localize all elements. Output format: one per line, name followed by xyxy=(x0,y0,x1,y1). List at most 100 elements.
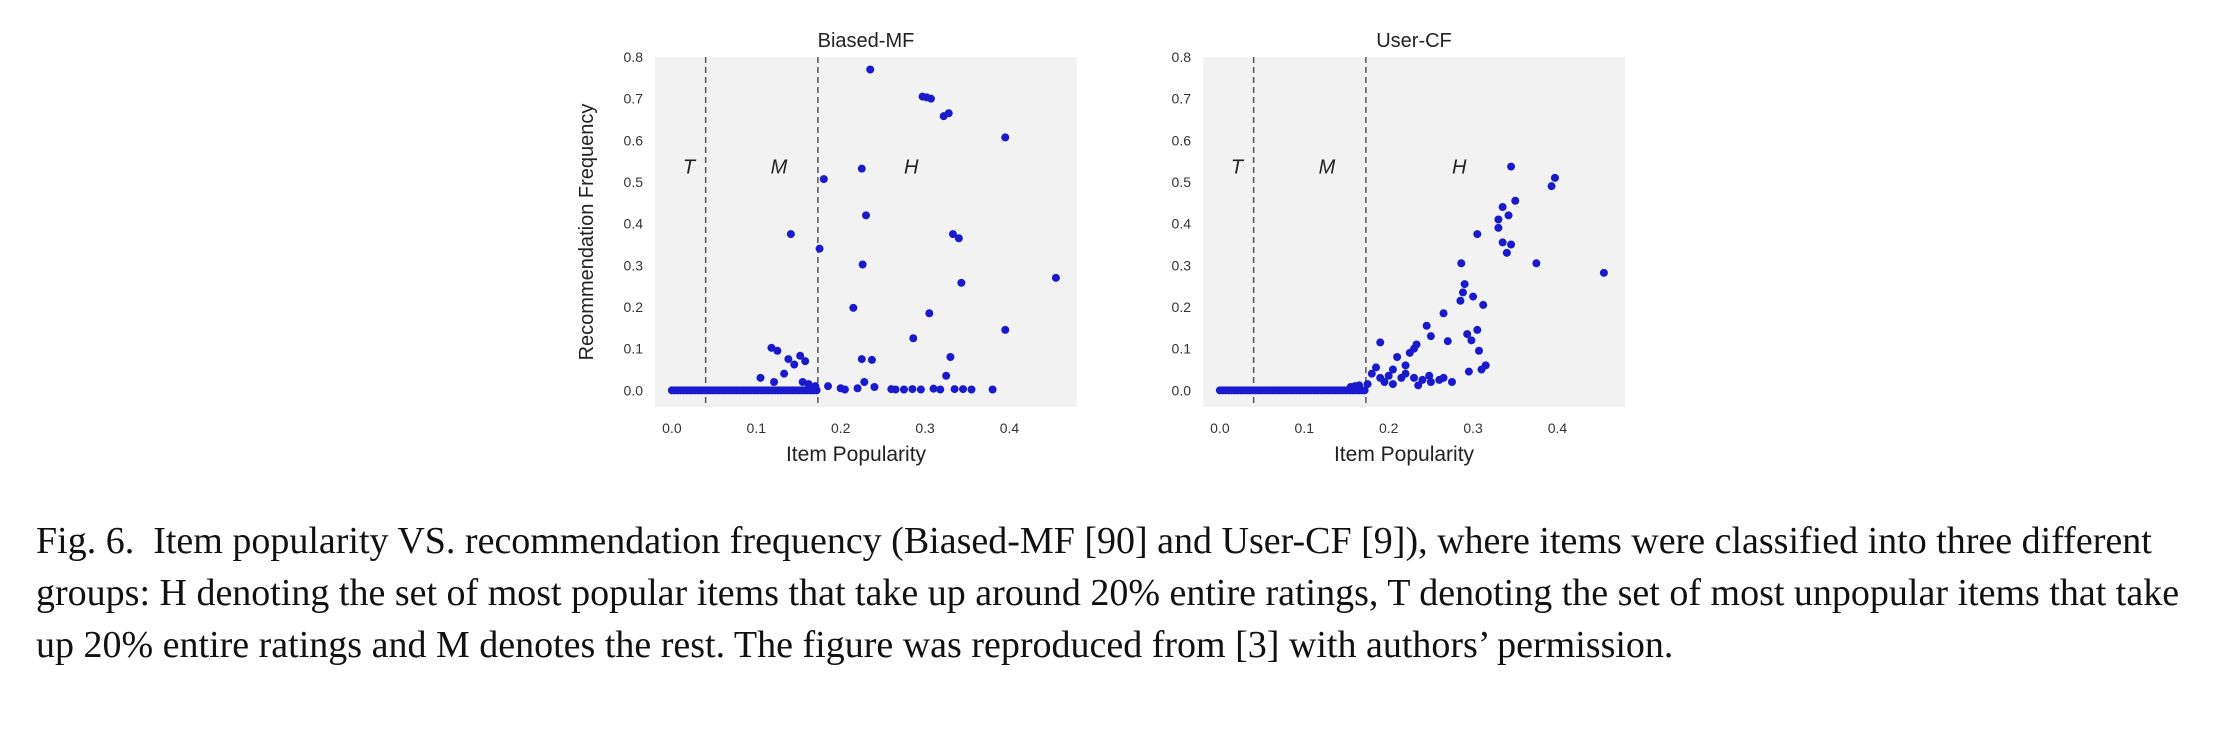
data-point xyxy=(811,382,820,391)
x-axis-label: Item Popularity xyxy=(786,443,927,466)
region-label: H xyxy=(904,157,919,179)
chart-title: User-CF xyxy=(1376,30,1452,52)
caption-text: Item popularity VS. recommendation frequ… xyxy=(36,520,2180,666)
data-point xyxy=(870,383,879,391)
data-point xyxy=(1360,386,1369,395)
data-point xyxy=(796,351,805,360)
data-point xyxy=(1502,248,1511,257)
region-label: T xyxy=(683,157,697,179)
data-point xyxy=(1393,353,1402,361)
data-point xyxy=(1426,332,1435,341)
data-point xyxy=(1051,273,1060,282)
figure: Biased-MF T M H 0.0 0.1 0.2 0.3 0.4 0.5 0.6 0.7 0.8 0… xyxy=(576,30,1625,466)
data-point xyxy=(860,378,869,386)
data-point xyxy=(908,385,917,394)
data-point xyxy=(988,385,997,394)
data-point xyxy=(819,175,828,184)
y-tick-label: 0.0 xyxy=(624,382,644,398)
plot-area xyxy=(655,57,1077,407)
data-point xyxy=(1447,378,1456,386)
y-tick-label: 0.3 xyxy=(624,257,644,273)
data-point xyxy=(1443,337,1452,346)
x-tick-label: 0.3 xyxy=(915,420,935,436)
y-tick-label: 0.7 xyxy=(624,91,644,107)
data-point xyxy=(1346,383,1355,391)
y-axis-label: Recommendation Frequency xyxy=(576,104,598,361)
x-axis-label: Item Popularity xyxy=(1334,443,1475,466)
data-point xyxy=(1376,338,1385,347)
y-tick-label: 0.8 xyxy=(1172,49,1192,65)
data-point xyxy=(1547,182,1556,191)
y-tick-label: 0.6 xyxy=(624,132,644,148)
data-point xyxy=(858,260,867,269)
x-tick-label: 0.3 xyxy=(1463,420,1483,436)
data-point xyxy=(1479,300,1488,309)
data-point xyxy=(770,378,779,386)
y-tick-label: 0.3 xyxy=(1172,257,1192,273)
data-point xyxy=(815,244,824,253)
data-point xyxy=(1425,371,1434,380)
data-point xyxy=(1474,346,1483,355)
data-point xyxy=(1599,268,1608,277)
data-point xyxy=(1507,162,1516,171)
data-point xyxy=(780,369,789,378)
data-point xyxy=(1376,373,1385,382)
data-point xyxy=(936,385,945,394)
data-point xyxy=(1426,378,1435,386)
data-point xyxy=(801,357,810,366)
data-point xyxy=(950,385,959,394)
data-point xyxy=(1401,361,1410,370)
y-tick-label: 0.2 xyxy=(624,299,644,315)
data-point xyxy=(853,384,862,393)
data-point xyxy=(862,211,870,220)
x-tick-label: 0.4 xyxy=(1000,420,1020,436)
x-tick-label: 0.1 xyxy=(747,420,767,436)
y-tick-label: 0.5 xyxy=(624,174,644,190)
data-point xyxy=(926,94,935,103)
data-point xyxy=(756,373,765,382)
y-tick-label: 0.0 xyxy=(1172,382,1192,398)
data-point xyxy=(959,385,968,394)
x-tick-label: 0.2 xyxy=(831,420,851,436)
data-point xyxy=(1457,259,1466,268)
x-tick-label: 0.2 xyxy=(1379,420,1399,436)
y-tick-label: 0.6 xyxy=(1172,132,1192,148)
data-point xyxy=(1504,211,1513,220)
x-tick-label: 0.0 xyxy=(1210,420,1230,436)
x-tick-label: 0.1 xyxy=(1295,420,1315,436)
caption-label: Fig. 6. xyxy=(36,520,135,562)
data-point xyxy=(767,343,776,352)
y-tick-label: 0.1 xyxy=(624,341,644,357)
data-point xyxy=(1460,280,1469,289)
data-point xyxy=(957,278,966,287)
data-point xyxy=(786,230,795,239)
data-point xyxy=(1405,348,1414,357)
data-point xyxy=(942,371,951,380)
data-point xyxy=(891,385,900,394)
data-point xyxy=(1439,309,1448,318)
data-point xyxy=(925,309,934,318)
data-point xyxy=(916,385,925,394)
data-point xyxy=(1418,375,1427,384)
data-point xyxy=(946,353,955,361)
data-point xyxy=(1477,365,1486,374)
data-point xyxy=(857,355,866,364)
data-point xyxy=(1439,373,1448,382)
plot-area xyxy=(1203,57,1625,407)
data-point xyxy=(1388,380,1397,389)
data-point xyxy=(1367,369,1376,378)
data-point xyxy=(1363,380,1372,389)
data-point xyxy=(1550,173,1559,182)
biased-mf-panel: Biased-MF T M H 0.0 0.1 0.2 0.3 0.4 0.5 0.6 0.7 0.8 0… xyxy=(576,30,1077,466)
data-point xyxy=(1469,292,1478,301)
data-point xyxy=(1401,369,1410,378)
y-tick-label: 0.2 xyxy=(1172,299,1192,315)
data-point xyxy=(1498,203,1507,211)
y-tick-label: 0.4 xyxy=(624,216,644,232)
data-point xyxy=(784,355,793,364)
y-tick-label: 0.1 xyxy=(1172,341,1192,357)
data-point xyxy=(866,65,875,74)
data-point xyxy=(840,385,849,394)
figure-caption: Fig. 6. Item popularity VS. recommendati… xyxy=(36,515,2196,671)
region-label: M xyxy=(1319,157,1336,179)
